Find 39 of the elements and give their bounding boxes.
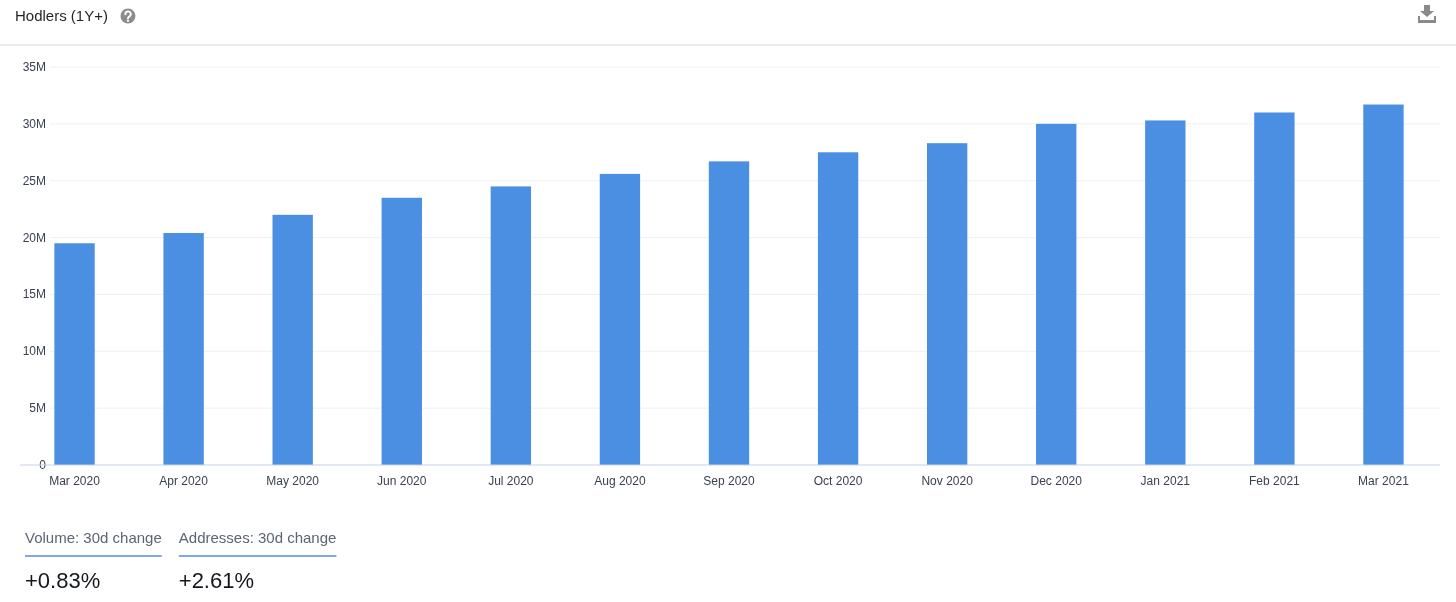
y-tick-label: 25M (22, 173, 46, 188)
bar (1363, 104, 1404, 465)
bar (1145, 120, 1186, 465)
x-tick-label: Nov 2020 (921, 474, 974, 488)
x-tick-label: Jun 2020 (377, 474, 427, 488)
chart-title: Hodlers (1Y+) (15, 7, 108, 24)
bar (708, 161, 750, 465)
x-tick-label: May 2020 (266, 474, 320, 488)
x-tick-label: Jul 2020 (488, 474, 534, 488)
x-tick-label: Dec 2020 (1030, 474, 1083, 488)
y-tick-label: 30M (22, 116, 46, 131)
text: Volume: 30d change (25, 528, 162, 546)
bar (54, 243, 95, 465)
y-tick-label: 5M (29, 401, 46, 416)
bar (381, 197, 422, 465)
bar (163, 233, 204, 465)
bar (490, 186, 532, 465)
y-tick-label: 10M (22, 344, 46, 359)
bar (926, 143, 968, 465)
y-tick-label: 0 (39, 458, 47, 472)
x-tick-label: Feb 2021 (1249, 474, 1301, 488)
bar (272, 214, 313, 465)
bar (1036, 123, 1077, 465)
x-tick-label: Aug 2020 (594, 474, 646, 488)
bar (599, 173, 641, 465)
bar (1254, 112, 1295, 465)
text: +0.83% (25, 567, 101, 593)
y-tick-label: 35M (22, 60, 46, 74)
x-tick-label: Oct 2020 (813, 474, 863, 488)
y-tick-label: 20M (22, 230, 46, 245)
x-tick-label: Apr 2020 (159, 474, 209, 488)
y-tick-label: 15M (22, 287, 46, 302)
x-tick-label: Mar 2020 (49, 474, 101, 488)
x-tick-label: Mar 2021 (1358, 474, 1410, 488)
text: +2.61% (178, 567, 255, 593)
x-tick-label: Jan 2021 (1140, 474, 1191, 488)
x-tick-label: Sep 2020 (703, 474, 756, 488)
text: Addresses: 30d change (178, 528, 337, 546)
bar (817, 152, 859, 465)
